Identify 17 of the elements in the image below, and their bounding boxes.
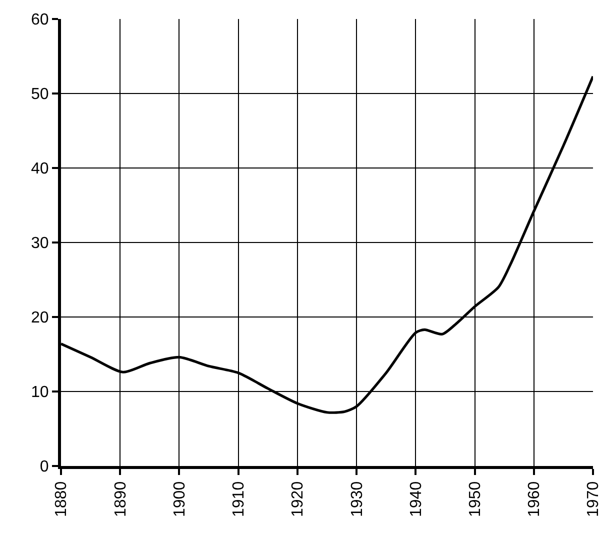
x-tick-label: 1890: [112, 481, 130, 517]
y-tick-label: 10: [31, 384, 49, 402]
x-tick-label: 1970: [585, 481, 602, 517]
x-tick-label: 1950: [466, 481, 484, 517]
x-tick-label: 1940: [408, 481, 425, 517]
y-tick-label: 60: [31, 12, 49, 29]
x-tick-label: 1930: [348, 481, 366, 517]
x-tick-label: 1920: [290, 481, 307, 517]
y-tick-label: 30: [31, 235, 49, 252]
x-tick-label: 1880: [53, 481, 70, 517]
y-tick-label: 50: [31, 86, 49, 104]
y-tick-label: 40: [31, 160, 49, 178]
y-tick-label: 20: [31, 310, 49, 327]
x-tick-label: 1960: [526, 481, 544, 517]
x-tick-label: 1900: [171, 481, 188, 517]
x-tick-label: 1910: [230, 481, 248, 517]
y-tick-label: 0: [40, 458, 49, 476]
